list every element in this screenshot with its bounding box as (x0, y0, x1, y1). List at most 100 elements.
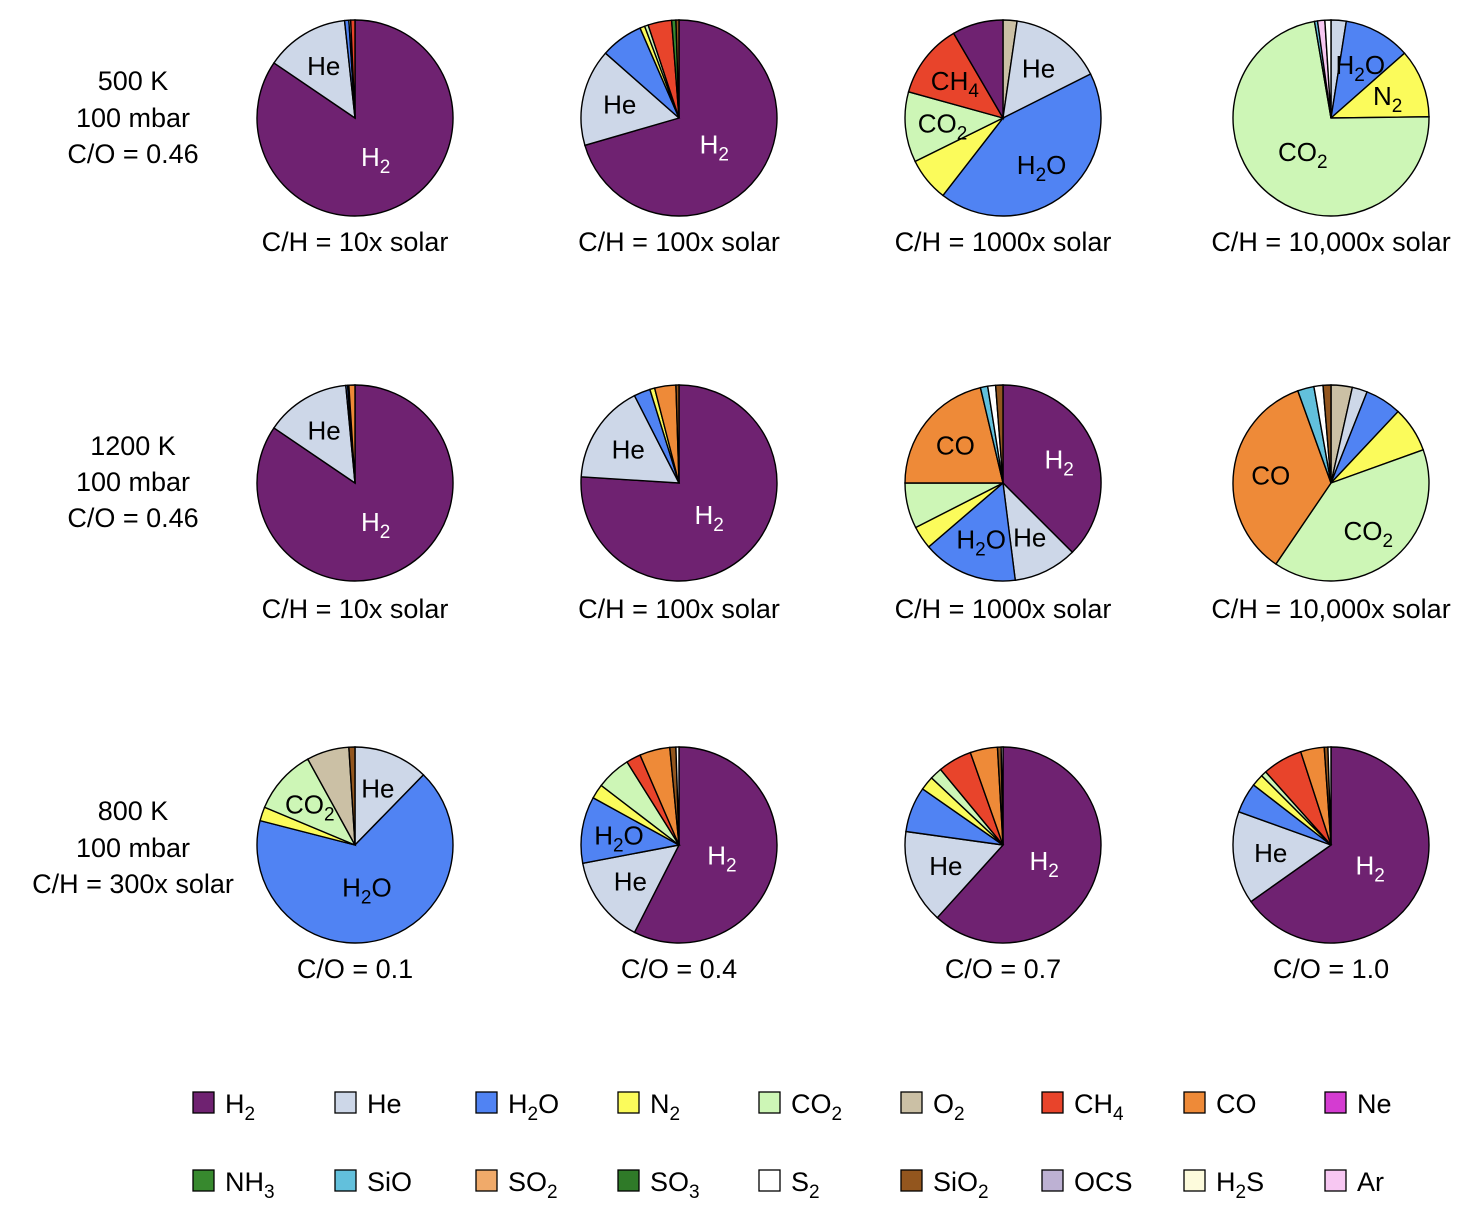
slice-label-h2: H2 (700, 129, 729, 165)
pie-slice-sio2 (348, 746, 356, 846)
pie-caption: C/H = 1000x solar (895, 594, 1112, 624)
pie-slice-h2o (941, 73, 1102, 217)
legend-label: SiO (367, 1167, 412, 1197)
slice-label-h2: H2 (695, 500, 724, 536)
pie-1-2: H2 He C/H = 100x solar (578, 19, 780, 257)
pie-slice-sio2 (675, 384, 680, 484)
slice-label-he: He (361, 774, 394, 804)
pie-3-4: H2 He C/O = 1.0 (1232, 746, 1430, 984)
pie-1-3: He H2O CO2 CH4 C/H = 1000x solar (895, 19, 1111, 257)
legend-label: SiO2 (933, 1167, 989, 1203)
pie-slice-s2 (1324, 19, 1332, 119)
legend-swatch (617, 1169, 640, 1192)
legend-label: H2 (225, 1089, 255, 1125)
slice-label-h2o: H2O (956, 525, 1006, 561)
row-label-line: 100 mbar (76, 467, 190, 497)
legend-label: NH3 (225, 1167, 275, 1203)
pie-slice-co2 (1232, 20, 1430, 217)
pie-slice-s2 (1000, 746, 1004, 846)
pie-slice-sio2 (994, 384, 1004, 484)
pie-slice-he (580, 394, 681, 484)
pie-3-1: He H2O CO2 C/O = 0.1 (256, 746, 454, 984)
pie-caption: C/H = 10x solar (262, 227, 449, 257)
legend-item-h2o: H2O (475, 1089, 559, 1125)
pie-slice-h2o (580, 796, 682, 865)
pie-caption: C/O = 1.0 (1273, 954, 1389, 984)
pie-slice-sio2 (675, 19, 680, 119)
slice-label-co2: CO2 (285, 789, 335, 825)
legend-label: Ar (1357, 1167, 1384, 1197)
pie-slice-s2 (1327, 746, 1332, 846)
slice-label-ch4: CH4 (931, 66, 980, 102)
pie-caption: C/H = 10x solar (262, 594, 449, 624)
legend-item-he: He (334, 1089, 402, 1119)
pie-2-1: H2 He C/H = 10x solar (256, 384, 454, 624)
pie-caption: C/H = 100x solar (578, 594, 780, 624)
legend-label: SO3 (650, 1167, 700, 1203)
pie-row-2: 1200 K 100 mbar C/O = 0.46 H2 He C/H = 10x so… (67, 384, 1451, 624)
legend-swatch (617, 1091, 640, 1114)
legend-swatch (1041, 1169, 1064, 1192)
legend-swatch (758, 1091, 781, 1114)
slice-label-co2: CO2 (918, 109, 968, 145)
slice-label-he: He (603, 90, 636, 120)
legend-item-ocs: OCS (1041, 1167, 1133, 1197)
pie-slice-he (272, 384, 356, 485)
pie-slice-sio2 (1322, 384, 1332, 484)
legend-item-ar: Ar (1324, 1167, 1384, 1197)
legend-swatch (1324, 1091, 1347, 1114)
legend-label: N2 (650, 1089, 680, 1125)
legend-item-sio: SiO (334, 1167, 412, 1197)
pie-slice-ch4 (907, 32, 1005, 120)
pie-slice-he (580, 52, 681, 147)
pie-row-3: 800 K 100 mbar C/H = 300x solar He H2O CO2 C/O… (32, 746, 1430, 984)
slice-label-co2: CO2 (1343, 516, 1393, 552)
legend: H2 He H2O N2 CO2 O2 CH4 CO Ne NH3 SiO SO2 SO3 S2 SiO2 O… (192, 1089, 1392, 1203)
pie-caption: C/H = 10,000x solar (1211, 227, 1450, 257)
row-label-line: 100 mbar (76, 833, 190, 863)
pie-slice-he (1002, 20, 1092, 120)
pie-slice-h2 (952, 19, 1004, 121)
slice-label-he: He (1013, 523, 1046, 553)
legend-swatch (758, 1169, 781, 1192)
pie-3-3: H2 He C/O = 0.7 (904, 746, 1102, 984)
pie-slice-he (904, 830, 1005, 919)
legend-swatch (475, 1091, 498, 1114)
slice-label-h2o: H2O (594, 820, 644, 856)
slice-label-he: He (612, 435, 645, 465)
pie-2-4: CO2 CO C/H = 10,000x solar (1211, 384, 1451, 624)
slice-label-he: He (307, 416, 340, 446)
row-label-line: C/O = 0.46 (67, 503, 198, 533)
pie-caption: C/O = 0.1 (297, 954, 413, 984)
pie-slice-co2 (904, 90, 1005, 163)
legend-swatch (900, 1169, 923, 1192)
legend-label: S2 (791, 1167, 820, 1203)
pie-slice-he (354, 746, 425, 847)
pie-slice-s2 (675, 746, 680, 846)
slice-label-h2: H2 (707, 840, 736, 876)
slice-label-h2o: H2O (1335, 50, 1385, 86)
pie-slice-he (581, 844, 681, 934)
pie-caption: C/H = 10,000x solar (1211, 594, 1450, 624)
row-label-line: 1200 K (90, 431, 176, 461)
slice-label-h2: H2 (1029, 846, 1058, 882)
legend-item-sio2: SiO2 (900, 1167, 989, 1203)
pie-slice-h2 (633, 746, 778, 944)
pie-slice-h2o (1330, 20, 1406, 120)
pie-2-2: H2 He C/H = 100x solar (578, 384, 780, 624)
row-label-line: 500 K (98, 66, 169, 96)
pie-slice-he (1232, 810, 1333, 903)
pie-slice-co (1232, 389, 1332, 566)
legend-item-co2: CO2 (758, 1089, 842, 1125)
pie-slice-co (904, 386, 1004, 484)
slice-label-he: He (307, 51, 340, 81)
slice-label-he: He (1254, 838, 1287, 868)
pie-slice-h2 (1250, 746, 1430, 944)
pie-slice-h2o (927, 481, 1017, 582)
pie-row-1: 500 K 100 mbar C/O = 0.46 H2 He C/H = 10x sol… (67, 19, 1451, 257)
slice-label-h2: H2 (361, 142, 390, 178)
legend-swatch (334, 1169, 357, 1192)
